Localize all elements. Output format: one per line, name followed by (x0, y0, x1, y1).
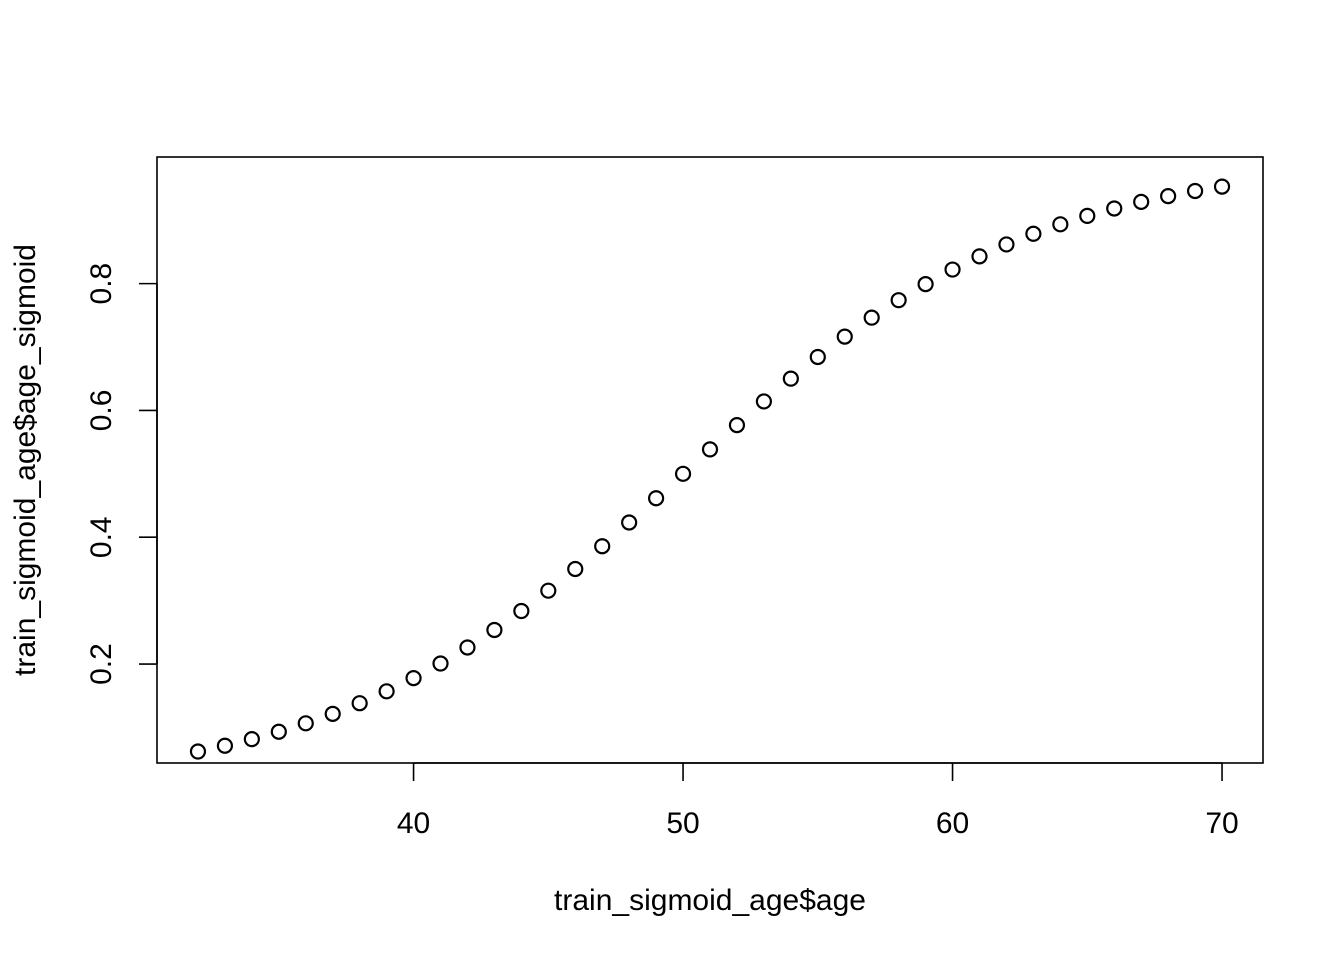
data-point (270, 723, 287, 740)
data-point (378, 683, 395, 700)
y-tick-label: 0.4 (85, 516, 118, 558)
x-tick-label: 40 (397, 807, 430, 840)
data-point (1133, 193, 1150, 210)
y-tick-label: 0.8 (85, 263, 118, 305)
data-point (755, 393, 772, 410)
data-point (216, 737, 234, 754)
data-point (432, 655, 449, 672)
data-point (944, 261, 961, 278)
data-point (594, 538, 611, 555)
plot-frame (156, 156, 1264, 764)
data-point (917, 276, 934, 293)
data-points (189, 178, 1231, 760)
data-point (1052, 216, 1069, 233)
data-point (728, 417, 746, 434)
data-point (621, 514, 638, 531)
x-tick-label: 50 (666, 807, 699, 840)
data-point (567, 560, 584, 578)
data-point (1186, 182, 1204, 200)
data-point (890, 292, 907, 309)
data-point (674, 465, 692, 482)
data-point (701, 441, 719, 458)
y-tick-label: 0.6 (85, 390, 118, 432)
data-point (459, 639, 476, 656)
data-point (540, 582, 557, 599)
y-axis-label: train_sigmoid_age$age_sigmoid (9, 244, 42, 676)
data-point (1160, 188, 1177, 205)
data-point (351, 695, 368, 712)
data-point (405, 670, 422, 687)
data-point (324, 705, 341, 722)
data-point (1079, 207, 1096, 225)
data-point (809, 348, 826, 366)
data-point (836, 328, 853, 345)
x-axis-label: train_sigmoid_age$age (554, 884, 866, 917)
data-point (297, 715, 314, 732)
data-point (1213, 178, 1231, 195)
data-point (648, 490, 665, 507)
data-point (243, 731, 260, 748)
data-point (782, 370, 799, 387)
data-point (1025, 225, 1042, 242)
y-tick-label: 0.2 (85, 643, 118, 685)
data-point (1106, 200, 1123, 217)
data-point (513, 602, 530, 620)
data-point (863, 309, 880, 326)
data-point (486, 621, 503, 639)
x-axis: 40 50 60 70 (397, 762, 1239, 840)
x-tick-label: 70 (1205, 807, 1238, 840)
data-point (971, 248, 988, 265)
y-axis: 0.2 0.4 0.6 0.8 (85, 263, 158, 685)
data-point (189, 743, 207, 760)
data-point (998, 236, 1015, 253)
x-tick-label: 60 (936, 807, 969, 840)
